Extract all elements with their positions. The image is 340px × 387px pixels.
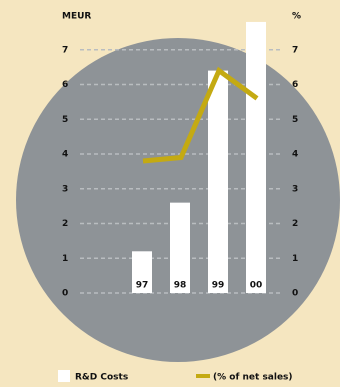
- legend-label: R&D Costs: [75, 373, 128, 383]
- y-tick-label: 4: [62, 150, 68, 160]
- x-tick-label: 98: [174, 281, 187, 291]
- line: [142, 66, 259, 164]
- y2-tick-label: 4: [292, 150, 298, 160]
- bar: [246, 21, 266, 293]
- x-tick-label: 00: [250, 281, 263, 291]
- x-tick-label: 97: [136, 281, 149, 291]
- legend-label: (% of net sales): [213, 373, 293, 383]
- y-tick-label: 3: [62, 184, 68, 194]
- y2-tick-label: 5: [292, 115, 298, 125]
- bar: [208, 70, 228, 293]
- bar: [170, 202, 190, 293]
- y-tick-label: 7: [62, 45, 68, 55]
- y2-tick-label: 2: [292, 219, 298, 229]
- y2-tick-label: 3: [292, 184, 298, 194]
- legend-swatch: [58, 370, 70, 382]
- x-tick-label: 99: [212, 281, 225, 291]
- y2-tick-label: 0: [292, 289, 298, 299]
- y2-tick-label: 1: [292, 254, 298, 264]
- y-axis-title: MEUR: [62, 12, 91, 22]
- y2-tick-label: 7: [292, 45, 298, 55]
- y-tick-label: 6: [62, 80, 68, 90]
- y2-axis-title: %: [292, 12, 301, 22]
- y2-tick-label: 6: [292, 80, 298, 90]
- bar: [132, 251, 152, 293]
- y-tick-label: 5: [62, 115, 68, 125]
- y-tick-label: 1: [62, 254, 68, 264]
- y-tick-label: 2: [62, 219, 68, 229]
- y-tick-label: 0: [62, 289, 68, 299]
